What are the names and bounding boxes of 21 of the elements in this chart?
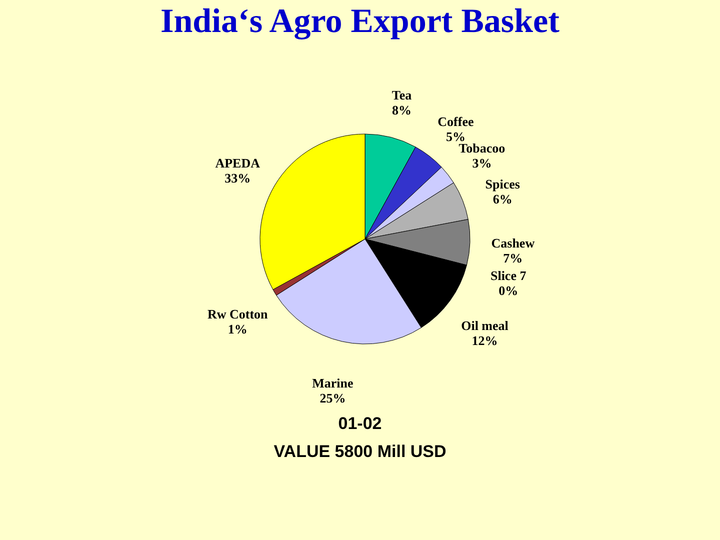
data-label: 25%	[320, 390, 346, 406]
text: 01-02	[338, 414, 382, 433]
data-label: 7%	[503, 250, 523, 266]
data-label: 1%	[228, 321, 248, 336]
data-label: 3%	[472, 155, 492, 170]
data-label: 12%	[472, 332, 498, 348]
data-label: 8%	[392, 102, 412, 118]
slice-label: Rw Cotton	[207, 306, 269, 322]
text: VALUE 5800 Mill USD	[274, 442, 446, 461]
data-label: 33%	[224, 170, 251, 186]
data-label: 6%	[492, 192, 512, 207]
slice-label: Cashew	[491, 236, 536, 251]
slice-label: Spices	[485, 176, 520, 192]
category-label: Slice 7	[490, 268, 526, 283]
slice-label: Marine	[312, 375, 354, 390]
slice-label: Tea	[392, 88, 412, 103]
slice-label: Coffee	[438, 114, 474, 130]
text: 0%	[498, 282, 518, 298]
slice-label: APEDA	[215, 156, 261, 171]
chart-title: India‘s Agro Export Basket	[160, 3, 560, 40]
slice-label: Oil meal	[461, 318, 509, 333]
